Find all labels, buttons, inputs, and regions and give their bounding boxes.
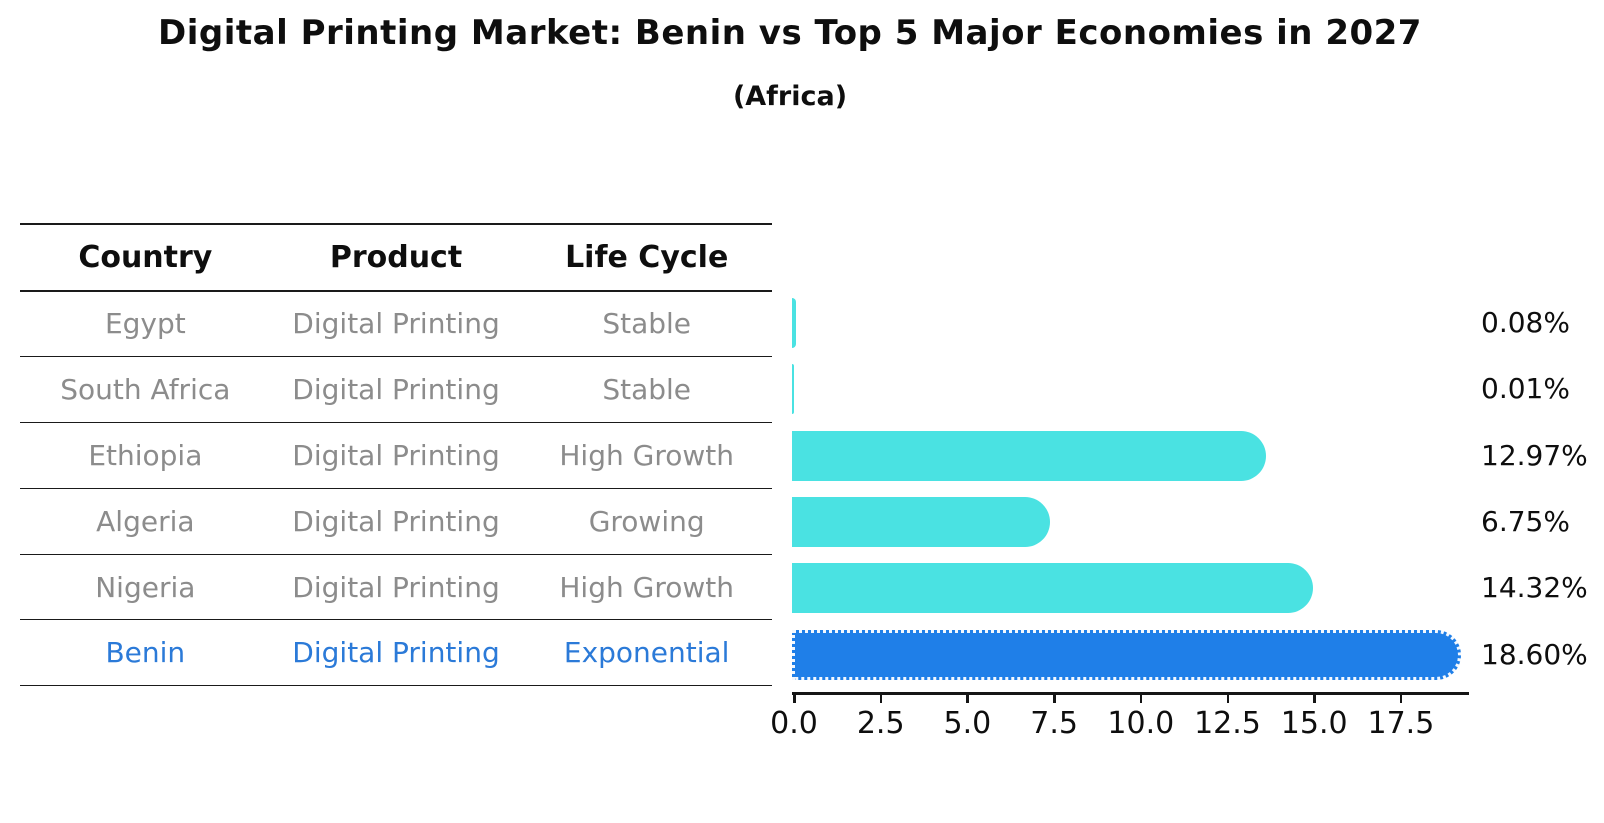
table-row-algeria: Algeria Digital Printing Growing [20, 489, 772, 555]
bar-benin [792, 629, 1462, 680]
bar-egypt [792, 298, 797, 349]
x-axis-tick-label-15.0: 15.0 [1280, 706, 1348, 741]
table-cell-product: Digital Printing [292, 636, 500, 670]
x-axis-tick-label-12.5: 12.5 [1194, 706, 1261, 741]
x-axis-tick-label-10.0: 10.0 [1107, 706, 1175, 741]
table-row-egypt: Egypt Digital Printing Stable [20, 292, 772, 358]
x-axis-tick-12.5 [1226, 694, 1229, 703]
x-axis-tick-15.0 [1313, 694, 1316, 703]
table-cell-product: Digital Printing [292, 438, 500, 472]
table-row-south-africa: South Africa Digital Printing Stable [20, 357, 772, 424]
table-cell-life-cycle: High Growth [559, 438, 734, 472]
x-axis-tick-label-7.5: 7.5 [1030, 706, 1078, 741]
x-axis-tick-0.0 [793, 694, 796, 703]
table-row-ethiopia: Ethiopia Digital Printing High Growth [20, 423, 772, 489]
table-cell-product: Digital Printing [292, 373, 500, 407]
table-header-country: Country [78, 239, 213, 275]
chart-title: Digital Printing Market: Benin vs Top 5 … [158, 13, 1422, 53]
x-axis-tick-label-17.5: 17.5 [1367, 706, 1435, 741]
table-cell-life-cycle: Exponential [563, 636, 730, 670]
table-cell-life-cycle: Stable [602, 373, 692, 407]
x-axis-tick-2.5 [879, 694, 883, 703]
x-axis-tick-5.0 [966, 694, 969, 703]
x-axis-tick-7.5 [1053, 694, 1056, 703]
table-cell-product: Digital Printing [292, 307, 500, 341]
table-cell-country: Ethiopia [88, 438, 203, 472]
x-axis-tick-label-5.0: 5.0 [943, 706, 992, 741]
table-cell-product: Digital Printing [292, 504, 500, 538]
table-header-row: Country Product Life Cycle [20, 225, 772, 292]
table-cell-life-cycle: Growing [588, 504, 705, 538]
table-row-benin: Benin Digital Printing Exponential [20, 620, 772, 687]
table-body: Egypt Digital Printing Stable South Africa D… [20, 292, 772, 687]
bar-south-africa [792, 364, 794, 415]
data-table: Country Product Life Cycle Egypt Digital … [20, 223, 772, 687]
table-cell-country: Benin [105, 636, 186, 670]
bar-value-label-south-africa: 0.01% [1481, 372, 1570, 406]
x-axis-tick-label-0.0: 0.0 [770, 706, 818, 741]
table-row-nigeria: Nigeria Digital Printing High Growth [20, 555, 772, 621]
bar-value-label-egypt: 0.08% [1481, 306, 1570, 340]
table-cell-country: Algeria [96, 504, 195, 538]
bar-nigeria [792, 563, 1313, 614]
x-axis-tick-10.0 [1139, 694, 1143, 703]
bar-value-label-algeria: 6.75% [1481, 505, 1570, 539]
table-header-life-cycle: Life Cycle [565, 239, 729, 275]
bar-algeria [792, 497, 1051, 548]
table-header-product: Product [329, 239, 463, 275]
x-axis-tick-17.5 [1399, 694, 1403, 703]
chart-subtitle: (Africa) [732, 81, 848, 112]
bar-value-label-nigeria: 14.32% [1481, 571, 1588, 605]
x-axis-line [792, 692, 1469, 695]
table-cell-life-cycle: High Growth [559, 570, 734, 604]
table-cell-country: Egypt [104, 307, 186, 341]
bar-value-label-benin: 18.60% [1481, 637, 1588, 671]
table-cell-life-cycle: Stable [602, 307, 692, 341]
bar-ethiopia [792, 430, 1266, 481]
bar-value-label-ethiopia: 12.97% [1481, 438, 1588, 472]
table-cell-product: Digital Printing [292, 570, 500, 604]
x-axis-tick-label-2.5: 2.5 [856, 706, 905, 741]
table-cell-country: South Africa [60, 373, 231, 407]
table-cell-country: Nigeria [95, 570, 196, 604]
